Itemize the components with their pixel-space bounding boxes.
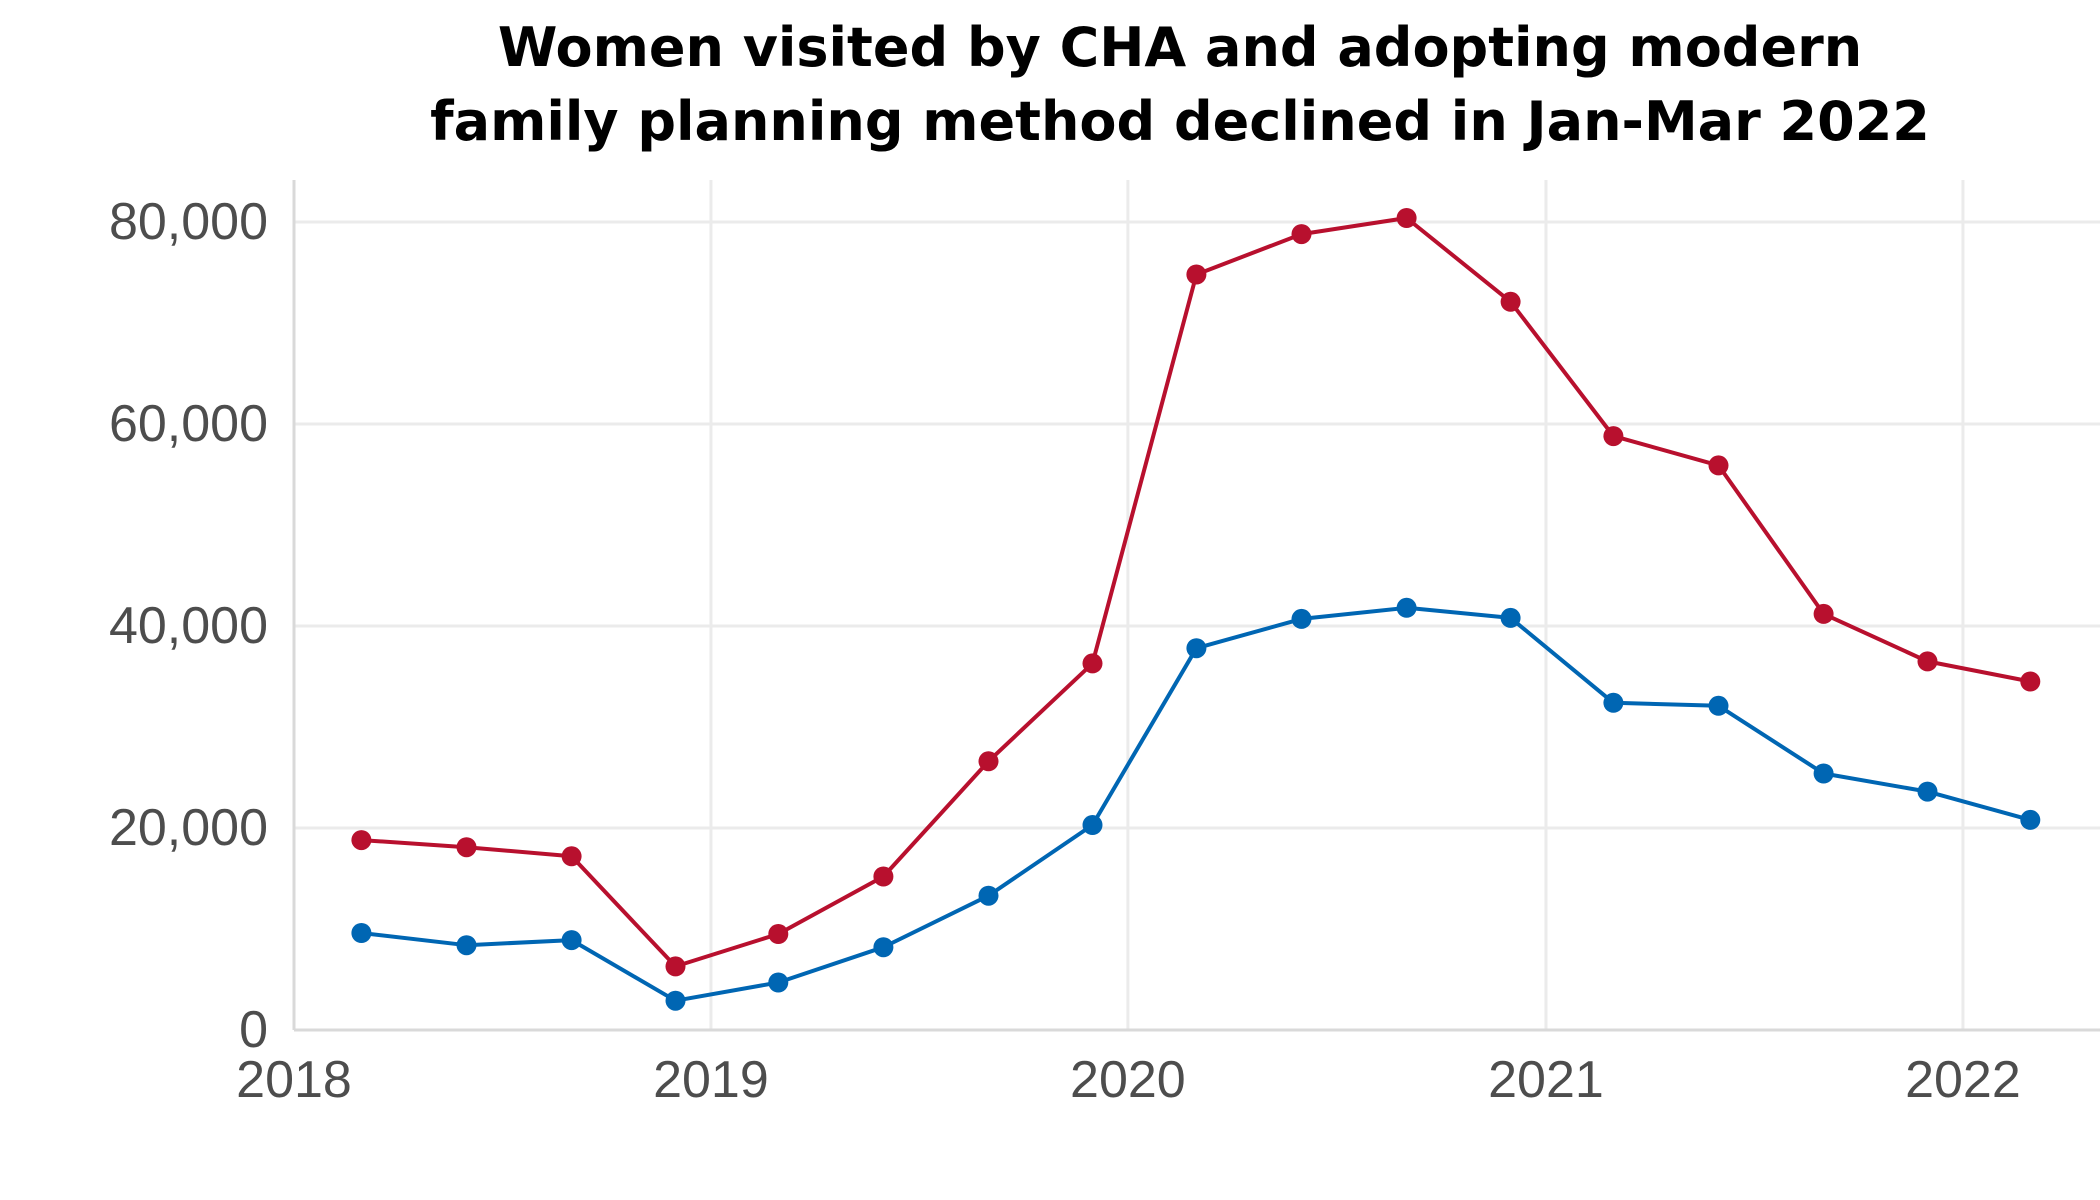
data-point — [2020, 809, 2041, 830]
data-point — [456, 837, 477, 858]
series-1 — [351, 208, 2041, 977]
series-1-line — [361, 216, 2031, 969]
data-point — [1186, 638, 1207, 659]
data-point — [1396, 597, 1417, 618]
data-point — [1082, 815, 1103, 835]
data-point — [665, 956, 686, 977]
data-point — [2020, 671, 2041, 692]
data-point — [1917, 781, 1938, 802]
data-point — [978, 751, 999, 772]
series-layer — [351, 208, 2041, 1011]
series-2 — [351, 597, 2041, 1011]
y-tick-label: 40,000 — [109, 597, 268, 655]
x-tick-label: 2022 — [1905, 1051, 2021, 1109]
x-gridlines — [292, 180, 1965, 1030]
data-point — [456, 935, 477, 956]
x-tick-label: 2021 — [1488, 1051, 1604, 1109]
data-point — [1917, 651, 1938, 672]
chart-title-line-1: Women visited by CHA and adopting modern — [498, 16, 1862, 79]
data-point — [1708, 455, 1729, 476]
data-point — [1603, 692, 1624, 713]
x-tick-label: 2020 — [1070, 1051, 1186, 1109]
data-point — [1186, 264, 1207, 285]
data-point — [1396, 208, 1417, 228]
data-point — [1708, 695, 1729, 716]
y-tick-label: 0 — [239, 1001, 268, 1059]
data-point — [665, 990, 686, 1011]
data-point — [1500, 291, 1521, 312]
data-point — [768, 924, 789, 944]
series-2-line — [361, 605, 2031, 1003]
data-point — [351, 923, 372, 943]
x-tick-label: 2018 — [236, 1051, 352, 1109]
data-point — [1500, 607, 1521, 628]
data-point — [1603, 426, 1624, 447]
data-point — [1291, 608, 1312, 629]
data-point — [1813, 763, 1834, 784]
data-point — [1291, 224, 1312, 245]
y-tick-label: 20,000 — [109, 799, 268, 857]
y-gridlines — [294, 220, 2100, 1032]
data-point — [873, 937, 894, 958]
chart-title-line-2: family planning method declined in Jan-M… — [430, 90, 1930, 153]
x-tick-label: 2019 — [653, 1051, 769, 1109]
y-tick-label: 60,000 — [109, 395, 268, 453]
data-point — [1813, 603, 1834, 624]
data-point — [1082, 653, 1103, 674]
y-tick-label: 80,000 — [109, 193, 268, 251]
data-point — [561, 930, 582, 951]
data-point — [561, 846, 582, 867]
x-axis-tick-labels: 2018 2019 2020 2021 2022 — [236, 1051, 2021, 1109]
data-point — [978, 885, 999, 906]
data-point — [351, 830, 372, 851]
data-point — [768, 972, 789, 993]
chart-title: Women visited by CHA and adopting modern… — [430, 16, 1930, 153]
data-point — [873, 866, 894, 887]
y-axis-tick-labels: 0 20,000 40,000 60,000 80,000 — [109, 193, 268, 1059]
